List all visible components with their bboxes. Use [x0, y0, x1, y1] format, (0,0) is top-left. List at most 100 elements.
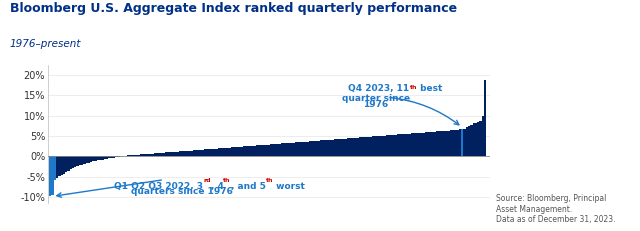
Text: worst: worst: [273, 182, 305, 191]
Bar: [63, 156, 65, 173]
Bar: [418, 133, 420, 156]
Bar: [370, 137, 372, 156]
Bar: [406, 134, 409, 156]
Bar: [76, 156, 79, 166]
Bar: [447, 131, 450, 156]
Bar: [259, 145, 261, 156]
Bar: [472, 123, 475, 156]
Bar: [133, 155, 136, 156]
Bar: [49, 156, 51, 196]
Bar: [56, 156, 58, 178]
Bar: [140, 154, 143, 156]
Bar: [461, 129, 463, 156]
Bar: [115, 156, 117, 157]
Bar: [227, 148, 229, 156]
Bar: [275, 144, 276, 156]
Bar: [174, 152, 177, 156]
Bar: [138, 155, 140, 156]
Bar: [356, 138, 358, 156]
Bar: [409, 134, 411, 156]
Bar: [390, 135, 393, 156]
Bar: [229, 148, 231, 156]
Bar: [282, 143, 284, 156]
Bar: [320, 140, 323, 156]
Bar: [88, 156, 90, 163]
Bar: [254, 146, 256, 156]
Bar: [83, 156, 86, 164]
Bar: [90, 156, 92, 162]
Bar: [209, 149, 211, 156]
Bar: [99, 156, 102, 160]
Bar: [333, 140, 336, 156]
Bar: [402, 134, 404, 156]
Bar: [190, 151, 193, 156]
Bar: [324, 140, 327, 156]
Bar: [443, 131, 445, 156]
Bar: [202, 150, 204, 156]
Bar: [197, 150, 200, 156]
Bar: [234, 147, 236, 156]
Bar: [445, 131, 447, 156]
Bar: [434, 132, 436, 156]
Bar: [454, 130, 456, 156]
Bar: [225, 148, 227, 156]
Bar: [54, 156, 56, 180]
Bar: [113, 156, 115, 158]
Text: 1976–present: 1976–present: [10, 39, 81, 49]
Bar: [348, 138, 349, 156]
Bar: [154, 153, 156, 156]
Bar: [272, 144, 275, 156]
Bar: [165, 152, 168, 156]
Bar: [163, 153, 165, 156]
Bar: [354, 138, 356, 156]
Bar: [297, 142, 300, 156]
Bar: [427, 132, 429, 156]
Bar: [231, 147, 234, 156]
Bar: [316, 141, 317, 156]
Bar: [111, 156, 113, 158]
Bar: [288, 143, 291, 156]
Bar: [291, 143, 292, 156]
Bar: [61, 156, 63, 175]
Bar: [200, 150, 202, 156]
Bar: [422, 133, 425, 156]
Bar: [243, 146, 245, 156]
Bar: [338, 139, 340, 156]
Bar: [452, 130, 454, 156]
Bar: [388, 135, 390, 156]
Bar: [97, 156, 99, 161]
Bar: [327, 140, 329, 156]
Bar: [311, 141, 313, 156]
Bar: [184, 151, 186, 156]
Text: th: th: [410, 85, 417, 90]
Text: Q4 2023, 11: Q4 2023, 11: [348, 84, 410, 93]
Bar: [266, 145, 268, 156]
Bar: [475, 123, 477, 156]
Bar: [332, 140, 333, 156]
Bar: [307, 142, 308, 156]
Text: quarter since: quarter since: [342, 94, 410, 103]
Bar: [336, 139, 338, 156]
Bar: [145, 154, 147, 156]
Bar: [72, 156, 74, 168]
Bar: [381, 136, 384, 156]
Bar: [168, 152, 170, 156]
Bar: [441, 131, 443, 156]
Text: quarters since 1976: quarters since 1976: [131, 187, 233, 196]
Bar: [372, 137, 374, 156]
Bar: [261, 145, 263, 156]
Bar: [241, 147, 243, 156]
Text: 1976: 1976: [363, 100, 388, 109]
Bar: [284, 143, 286, 156]
Bar: [436, 131, 438, 156]
Bar: [397, 134, 400, 156]
Bar: [308, 141, 311, 156]
Bar: [340, 139, 343, 156]
Bar: [213, 149, 215, 156]
Bar: [377, 136, 379, 156]
Bar: [58, 156, 61, 176]
Bar: [220, 148, 222, 156]
Bar: [245, 146, 247, 156]
Text: , and 5: , and 5: [231, 182, 266, 191]
Bar: [108, 156, 111, 158]
